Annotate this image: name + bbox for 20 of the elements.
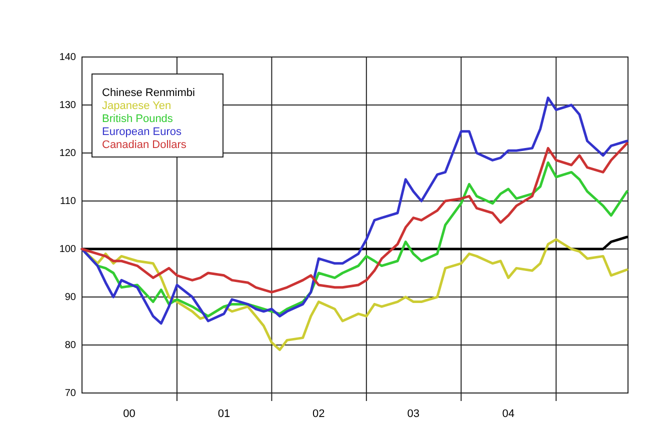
y-tick-label: 120 (59, 148, 76, 160)
line-series (80, 142, 628, 294)
y-tick-label: 70 (64, 388, 76, 400)
y-tick-label: 100 (59, 244, 76, 256)
x-tick-label: 00 (123, 408, 136, 420)
text: Chinese Renmimbi (102, 87, 195, 99)
text: British Pounds (102, 113, 174, 125)
y-tick-label: 80 (64, 340, 76, 352)
y-tick-label: 130 (59, 100, 76, 112)
x-tick-label: 01 (218, 408, 230, 420)
y-tick-label: 140 (59, 52, 76, 64)
line-series (80, 96, 628, 325)
y-tick-label: 110 (60, 196, 76, 208)
x-tick-label: 04 (502, 408, 514, 420)
x-tick-label: 02 (312, 408, 325, 420)
text: Japanese Yen (102, 100, 172, 112)
x-tick-label: 03 (407, 408, 420, 420)
y-tick-label: 90 (64, 292, 76, 304)
text: European Euros (102, 126, 182, 138)
text: Canadian Dollars (102, 139, 187, 151)
